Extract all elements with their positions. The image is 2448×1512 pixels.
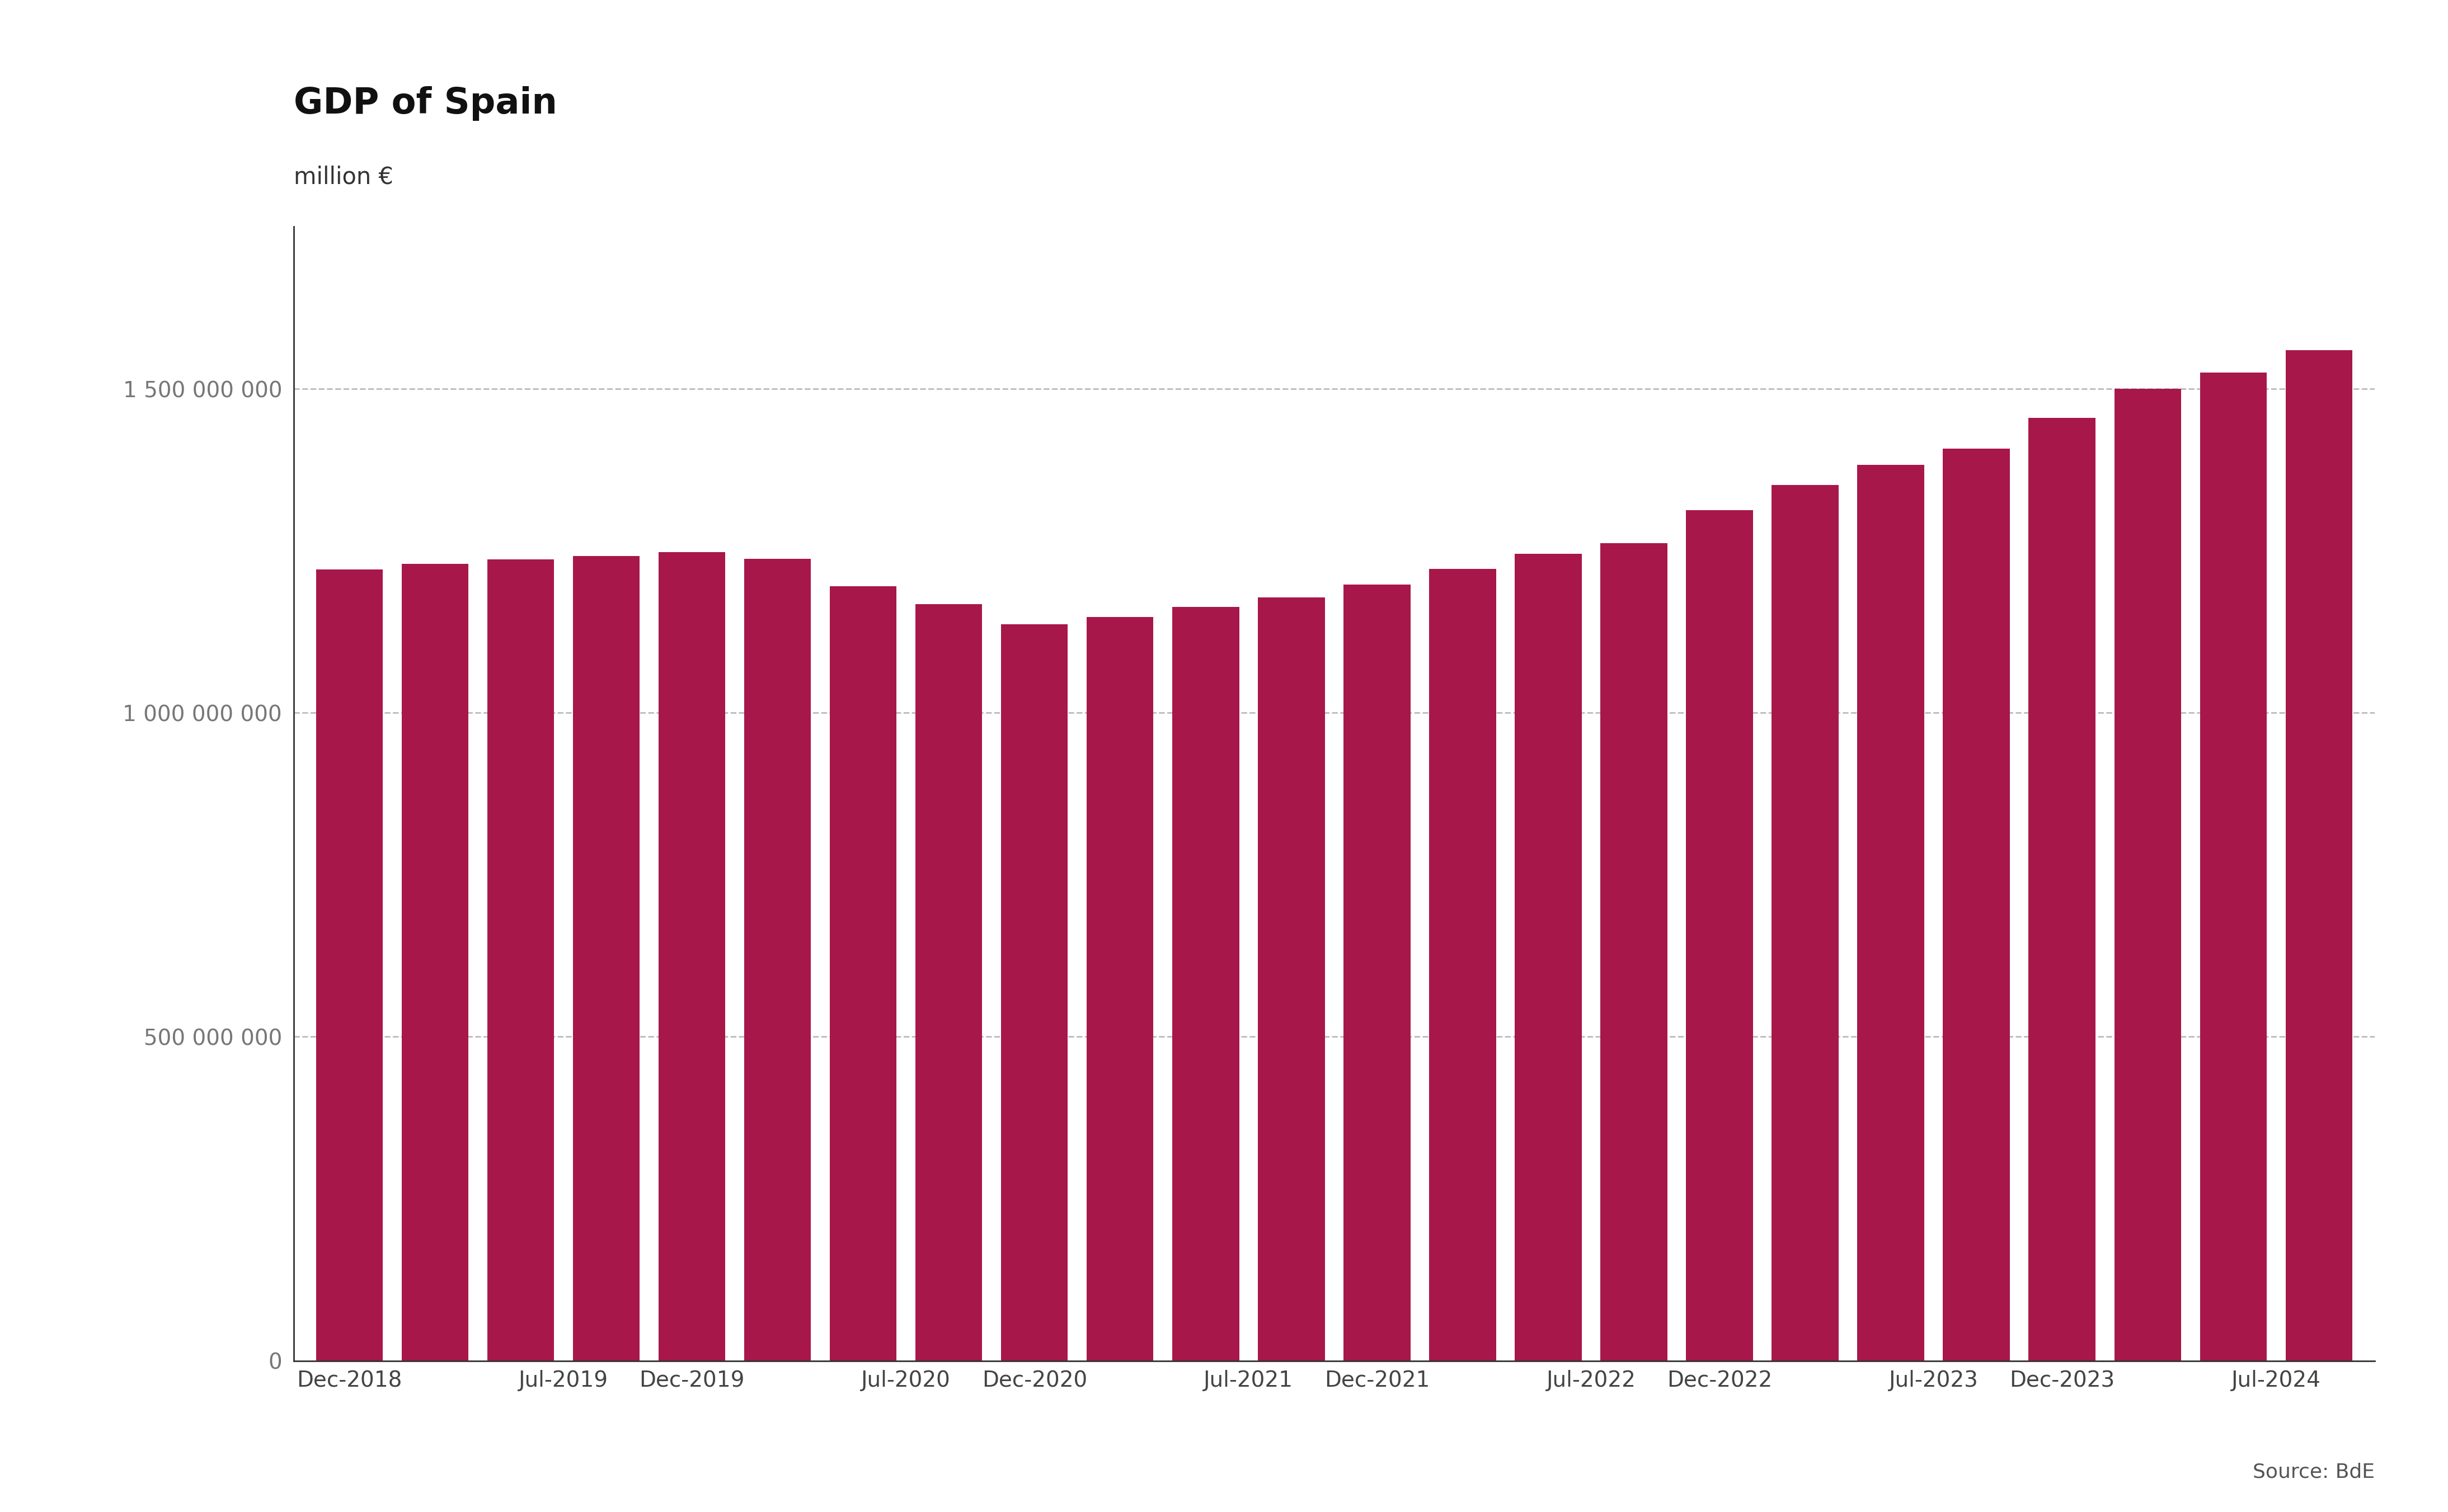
Bar: [1258, 597, 1324, 1361]
Bar: [2286, 349, 2353, 1361]
Bar: [1772, 485, 1838, 1361]
Bar: [2115, 389, 2181, 1361]
Bar: [1344, 585, 1410, 1361]
Bar: [1173, 608, 1239, 1361]
Bar: [1430, 569, 1496, 1361]
Bar: [1687, 510, 1753, 1361]
Bar: [1601, 543, 1667, 1361]
Text: million €: million €: [294, 165, 394, 189]
Bar: [916, 603, 982, 1361]
Bar: [1001, 624, 1067, 1361]
Bar: [1858, 464, 1924, 1361]
Bar: [2201, 372, 2267, 1361]
Bar: [1515, 553, 1581, 1361]
Bar: [744, 558, 810, 1361]
Bar: [2029, 417, 2095, 1361]
Bar: [487, 559, 553, 1361]
Bar: [1944, 449, 2010, 1361]
Bar: [573, 556, 639, 1361]
Bar: [830, 587, 896, 1361]
Bar: [1087, 617, 1153, 1361]
Text: GDP of Spain: GDP of Spain: [294, 86, 558, 121]
Text: Source: BdE: Source: BdE: [2252, 1462, 2375, 1482]
Bar: [659, 552, 725, 1361]
Bar: [401, 564, 468, 1361]
Bar: [316, 570, 382, 1361]
